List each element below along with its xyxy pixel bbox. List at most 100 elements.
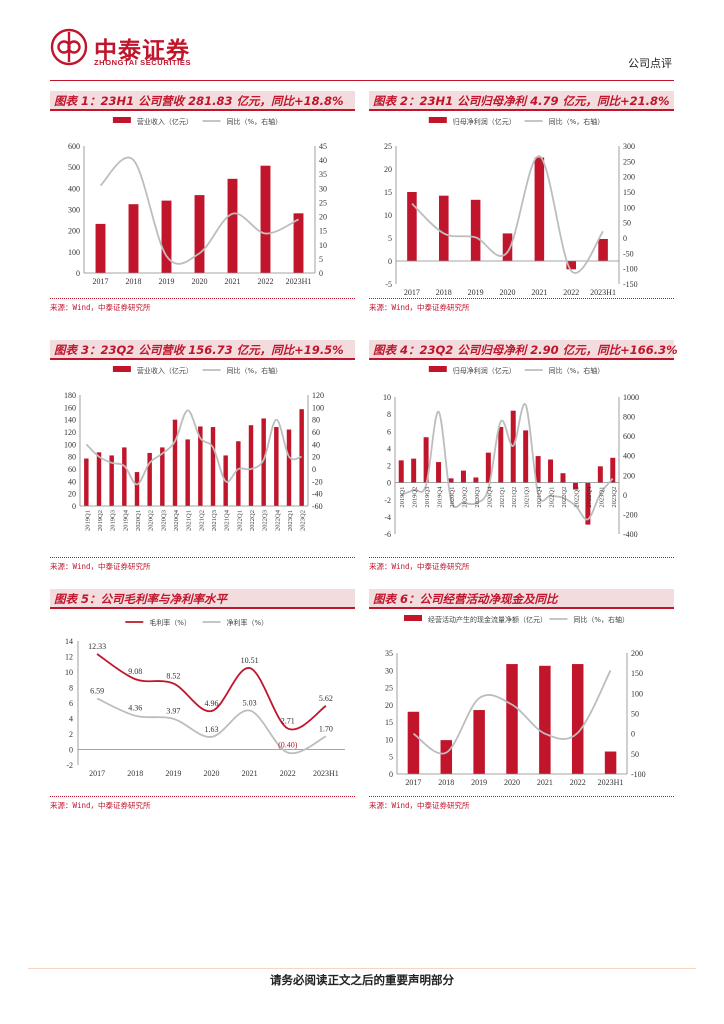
- bar-2019Q2: [411, 458, 417, 483]
- category-label: 2020Q2: [148, 510, 155, 531]
- figure-title-bar: 图表 5：公司毛利率与净利率水平: [50, 589, 355, 609]
- bar-2023Q2: [299, 409, 304, 506]
- right-tick-label: -400: [623, 530, 638, 539]
- legend-label-1: 同比（%，右轴）: [573, 615, 629, 624]
- legend-swatch-0: [112, 366, 131, 372]
- yoy-line: [99, 156, 299, 265]
- right-tick-label: 800: [623, 413, 635, 422]
- source-divider: [50, 298, 355, 299]
- category-label: 2023H1: [313, 769, 339, 778]
- category-label: 2020Q4: [486, 486, 493, 508]
- bar-2021Q1: [185, 439, 190, 506]
- category-label: 2022: [570, 778, 586, 787]
- figure-source: 来源：Wind，中泰证券研究所: [50, 801, 151, 810]
- left-tick-label: 80: [68, 453, 76, 462]
- right-tick-label: 0: [312, 465, 316, 474]
- bar-2020Q1: [134, 472, 140, 506]
- left-tick-label: 0: [388, 257, 392, 266]
- category-label: 2020: [500, 288, 516, 297]
- figure-source: 来源：Wind，中泰证券研究所: [369, 562, 470, 571]
- category-label: 2018: [127, 769, 143, 778]
- category-label: 2019: [468, 288, 484, 297]
- category-label: 2023H1: [286, 277, 312, 286]
- category-label: 2020: [192, 277, 208, 286]
- right-tick-label: 45: [319, 142, 327, 151]
- category-label: 2021: [242, 769, 258, 778]
- left-tick-label: 35: [385, 649, 393, 658]
- bar-2017: [407, 192, 417, 261]
- right-tick-label: 0: [631, 730, 635, 739]
- category-label: 2017: [93, 277, 109, 286]
- left-tick-label: 100: [64, 440, 76, 449]
- bar-2023Q1: [286, 429, 292, 506]
- category-label: 2022Q3: [262, 510, 269, 531]
- bar-2021Q3: [523, 430, 529, 483]
- category-label: 2020Q3: [474, 487, 481, 508]
- left-tick-label: 300: [68, 206, 80, 215]
- bar-2017: [407, 711, 420, 774]
- net-profit-quarterly-chart: 归母净利润（亿元） 同比（%，右轴）-6-4-20246810-400-20002…: [383, 366, 639, 539]
- left-tick-label: 10: [383, 393, 391, 402]
- category-label: 2018: [436, 288, 452, 297]
- bar-2019Q4: [122, 447, 127, 506]
- right-tick-label: 50: [631, 710, 639, 719]
- bar-2019: [470, 199, 481, 261]
- right-tick-label: 0: [623, 491, 627, 500]
- left-tick-label: -6: [384, 530, 391, 539]
- bar-2023H1: [604, 751, 617, 774]
- left-tick-label: 25: [385, 684, 393, 693]
- bar-2022Q1: [548, 459, 554, 483]
- left-tick-label: 60: [68, 465, 76, 474]
- gross-margin-data-label: 10.51: [241, 656, 259, 665]
- bar-2017: [95, 223, 106, 273]
- category-label: 2017: [89, 769, 105, 778]
- right-tick-label: 100: [623, 203, 635, 212]
- footer-disclaimer: 请务必阅读正文之后的重要声明部分: [270, 973, 454, 987]
- category-label: 2023Q2: [611, 487, 618, 508]
- category-label: 2019: [159, 277, 175, 286]
- revenue-quarterly-chart: 营业收入（亿元） 同比（%，右轴） 0 20 40 60 80 100 120 140 160 180…: [64, 366, 324, 531]
- tick-label: 2: [69, 730, 73, 739]
- legend-label-1: 同比（%，右轴）: [549, 117, 605, 126]
- source-divider: [369, 557, 674, 558]
- left-tick-label: 20: [68, 490, 76, 499]
- bar-2018: [439, 195, 449, 261]
- bar-2023Q1: [597, 466, 603, 483]
- right-tick-label: -20: [312, 477, 323, 486]
- category-label: 2019Q2: [97, 510, 104, 531]
- bar-2018: [128, 204, 139, 273]
- net-margin-data-label: 1.70: [319, 724, 333, 733]
- tick-label: 14: [65, 637, 73, 646]
- tick-label: 6: [69, 699, 73, 708]
- category-label: 2021Q3: [524, 487, 531, 508]
- figure-title: 图表 4：23Q2 公司归母净利 2.90 亿元，同比+166.3%: [373, 343, 678, 357]
- bar-2019: [161, 200, 172, 273]
- bar-2022Q4: [274, 427, 279, 506]
- right-tick-label: -200: [623, 510, 638, 519]
- figure-title: 图表 1：23H1 公司营收 281.83 亿元，同比+18.8%: [54, 94, 344, 108]
- bar-2019Q2: [96, 452, 102, 506]
- left-tick-label: 0: [76, 269, 80, 278]
- bar-2023H1: [598, 238, 608, 261]
- bar-2022Q3: [572, 482, 578, 490]
- right-tick-label: 30: [319, 184, 327, 193]
- right-tick-label: 150: [623, 188, 635, 197]
- right-tick-label: 60: [312, 428, 320, 437]
- left-tick-label: 30: [385, 666, 393, 675]
- bar-2019Q1: [398, 460, 404, 483]
- bar-2023H1: [293, 213, 304, 273]
- bar-2022: [571, 664, 584, 774]
- category-label: 2021Q1: [499, 487, 506, 508]
- right-tick-label: 200: [623, 471, 635, 480]
- figure-title-bar: 图表 3：23Q2 公司营收 156.73 亿元，同比+19.5%: [50, 340, 355, 360]
- logo-chinese-name: 中泰证券: [94, 38, 190, 64]
- footer-divider: [28, 968, 696, 969]
- left-tick-label: 160: [64, 403, 76, 412]
- tick-label: 10: [65, 668, 73, 677]
- tick-label: 0: [69, 746, 73, 755]
- right-tick-label: 100: [312, 403, 324, 412]
- left-tick-label: 6: [387, 427, 391, 436]
- category-label: 2018: [126, 277, 142, 286]
- category-label: 2022Q1: [549, 487, 556, 508]
- category-label: 2021Q2: [198, 510, 205, 531]
